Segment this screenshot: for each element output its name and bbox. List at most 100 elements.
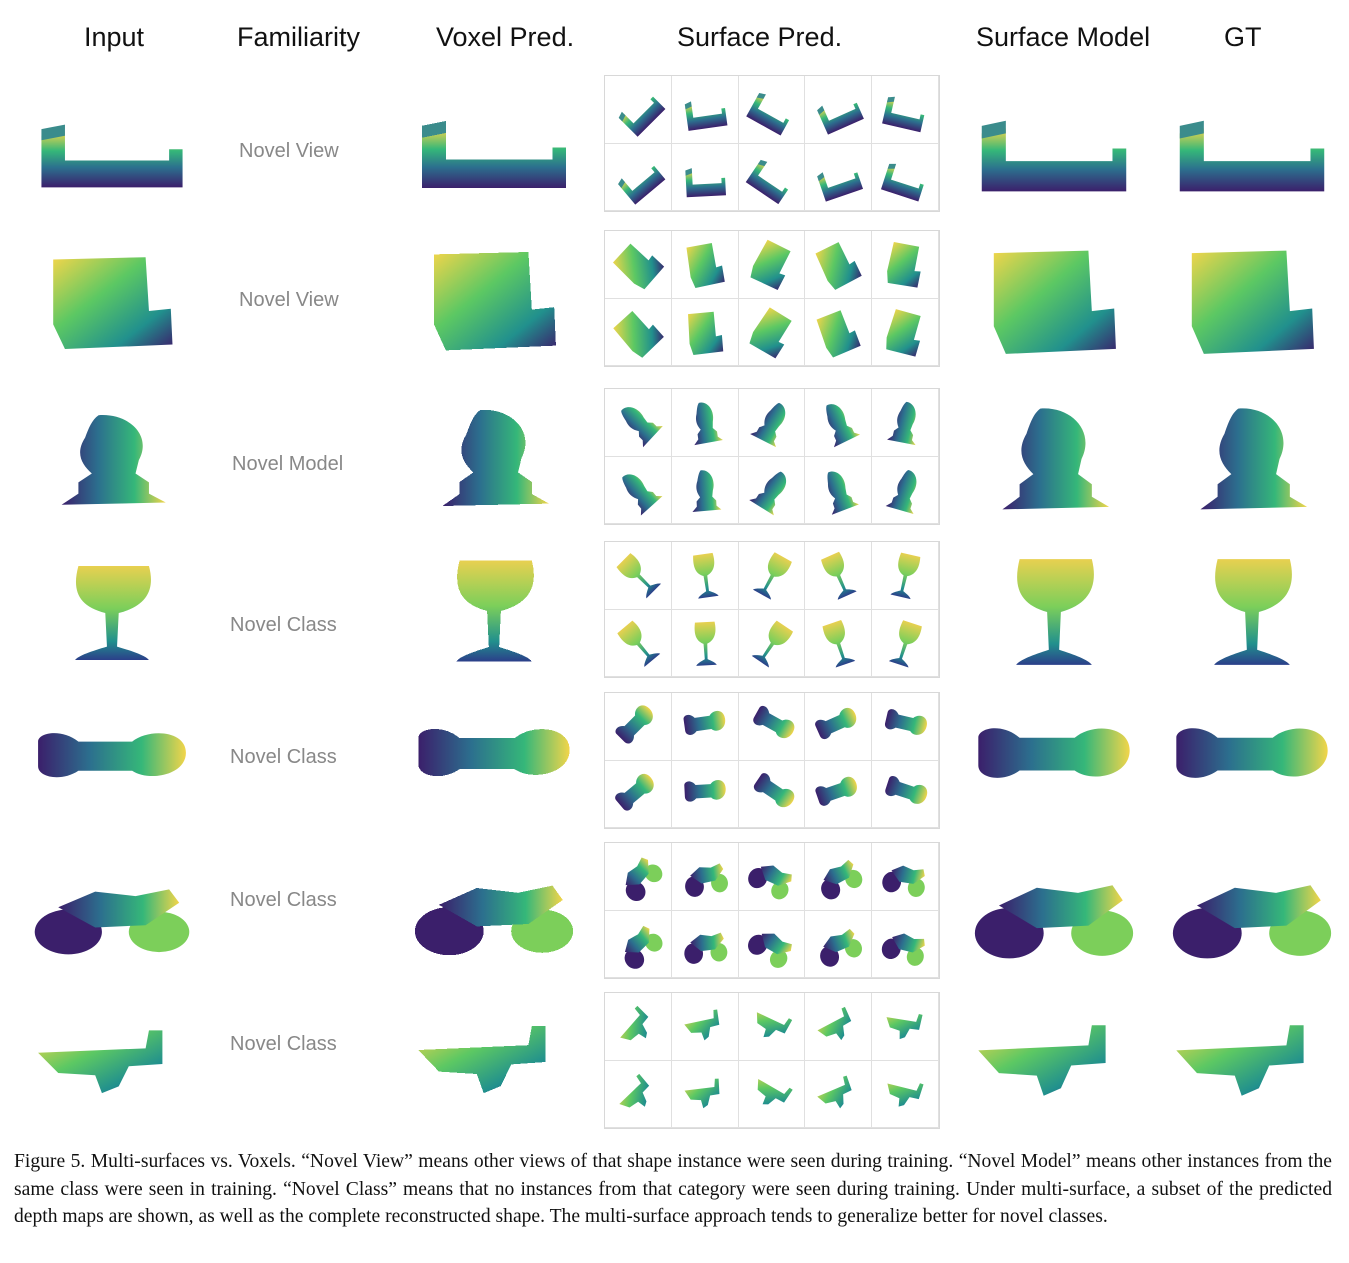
input-depth-map-wine-glass (28, 557, 196, 669)
surface-depth-map-cell (605, 76, 672, 144)
voxel-prediction-rifle (408, 1002, 580, 1122)
surface-depth-map-cell (671, 143, 739, 211)
surface-depth-map-cell (738, 760, 806, 828)
familiarity-label: Novel Class (230, 1033, 337, 1055)
surface-depth-map-cell (738, 231, 806, 299)
surface-depth-map-cell (738, 76, 806, 144)
surface-depth-map-cell (805, 143, 873, 211)
surface-depth-map-cell (805, 693, 873, 761)
surface-prediction-grid (604, 388, 940, 525)
surface-depth-map-cell (872, 298, 939, 366)
input-depth-map-motorcycle (28, 858, 196, 970)
surface-depth-map-cell (805, 1060, 873, 1128)
voxel-prediction-bone (408, 702, 580, 822)
surface-depth-map-cell (738, 456, 806, 524)
surface-depth-map-cell (872, 760, 939, 828)
surface-prediction-grid (604, 692, 940, 829)
surface-depth-map-cell (671, 993, 739, 1061)
surface-depth-map-cell (671, 298, 739, 366)
surface-depth-map-cell (605, 843, 672, 911)
surface-depth-map-cell (671, 693, 739, 761)
surface-depth-map-cell (605, 389, 672, 457)
familiarity-label: Novel Model (232, 453, 344, 475)
column-header-surface-pred: Surface Pred. (677, 22, 843, 52)
voxel-prediction-wine-glass (408, 551, 580, 671)
surface-depth-map-cell (605, 760, 672, 828)
surface-depth-map-cell (805, 843, 873, 911)
surface-depth-map-cell (671, 456, 739, 524)
surface-depth-map-cell (872, 693, 939, 761)
surface-depth-map-cell (605, 143, 672, 211)
surface-depth-map-cell (872, 993, 939, 1061)
surface-depth-map-cell (738, 1060, 806, 1128)
surface-depth-map-cell (805, 542, 873, 610)
surface-depth-map-cell (738, 910, 806, 978)
surface-depth-map-cell (605, 1060, 672, 1128)
surface-prediction-grid (604, 842, 940, 979)
surface-depth-map-cell (671, 1060, 739, 1128)
surface-depth-map-cell (872, 456, 939, 524)
column-header-familiarity: Familiarity (237, 22, 361, 52)
input-depth-map-armchair (28, 246, 196, 358)
surface-depth-map-cell (738, 298, 806, 366)
input-depth-map-chess-knight (28, 404, 196, 516)
surface-model-motorcycle (968, 850, 1140, 976)
surface-model-chess-knight (968, 396, 1140, 522)
surface-depth-map-cell (605, 993, 672, 1061)
surface-prediction-grid (604, 541, 940, 678)
ground-truth-bone (1166, 700, 1338, 826)
voxel-prediction-chess-knight (408, 398, 580, 518)
surface-depth-map-cell (805, 231, 873, 299)
ground-truth-motorcycle (1166, 850, 1338, 976)
surface-depth-map-cell (805, 298, 873, 366)
surface-depth-map-cell (738, 389, 806, 457)
surface-depth-map-cell (872, 542, 939, 610)
surface-depth-map-cell (738, 609, 806, 677)
surface-model-rifle (968, 1000, 1140, 1126)
surface-depth-map-cell (671, 910, 739, 978)
surface-depth-map-cell (605, 910, 672, 978)
surface-prediction-grid (604, 992, 940, 1129)
surface-prediction-grid (604, 75, 940, 212)
surface-depth-map-cell (872, 389, 939, 457)
surface-depth-map-cell (805, 456, 873, 524)
surface-depth-map-cell (805, 609, 873, 677)
familiarity-label: Novel View (239, 289, 339, 311)
surface-depth-map-cell (872, 910, 939, 978)
surface-depth-map-cell (805, 910, 873, 978)
surface-depth-map-cell (872, 76, 939, 144)
surface-depth-map-cell (738, 542, 806, 610)
ground-truth-armchair (1166, 238, 1338, 364)
surface-depth-map-cell (738, 843, 806, 911)
surface-depth-map-cell (671, 76, 739, 144)
column-header-input: Input (84, 22, 145, 52)
voxel-prediction-bed (408, 85, 580, 205)
surface-depth-map-cell (671, 760, 739, 828)
surface-depth-map-cell (872, 843, 939, 911)
surface-prediction-grid (604, 230, 940, 367)
ground-truth-chess-knight (1166, 396, 1338, 522)
surface-depth-map-cell (671, 609, 739, 677)
surface-model-armchair (968, 238, 1140, 364)
surface-depth-map-cell (805, 76, 873, 144)
surface-model-bone (968, 700, 1140, 826)
surface-model-bed (968, 83, 1140, 209)
ground-truth-rifle (1166, 1000, 1338, 1126)
surface-depth-map-cell (671, 843, 739, 911)
familiarity-label: Novel View (239, 140, 339, 162)
surface-depth-map-cell (605, 456, 672, 524)
surface-depth-map-cell (605, 609, 672, 677)
surface-depth-map-cell (805, 760, 873, 828)
surface-depth-map-cell (671, 231, 739, 299)
input-depth-map-bone (28, 708, 196, 820)
column-header-surface-model: Surface Model (976, 22, 1151, 52)
surface-depth-map-cell (738, 993, 806, 1061)
figure-caption: Figure 5. Multi-surfaces vs. Voxels. “No… (14, 1151, 1332, 1227)
surface-model-wine-glass (968, 549, 1140, 675)
surface-depth-map-cell (605, 298, 672, 366)
surface-depth-map-cell (872, 143, 939, 211)
column-header-gt: GT (1224, 22, 1262, 52)
surface-depth-map-cell (605, 542, 672, 610)
familiarity-label: Novel Class (230, 614, 337, 636)
surface-depth-map-cell (671, 542, 739, 610)
